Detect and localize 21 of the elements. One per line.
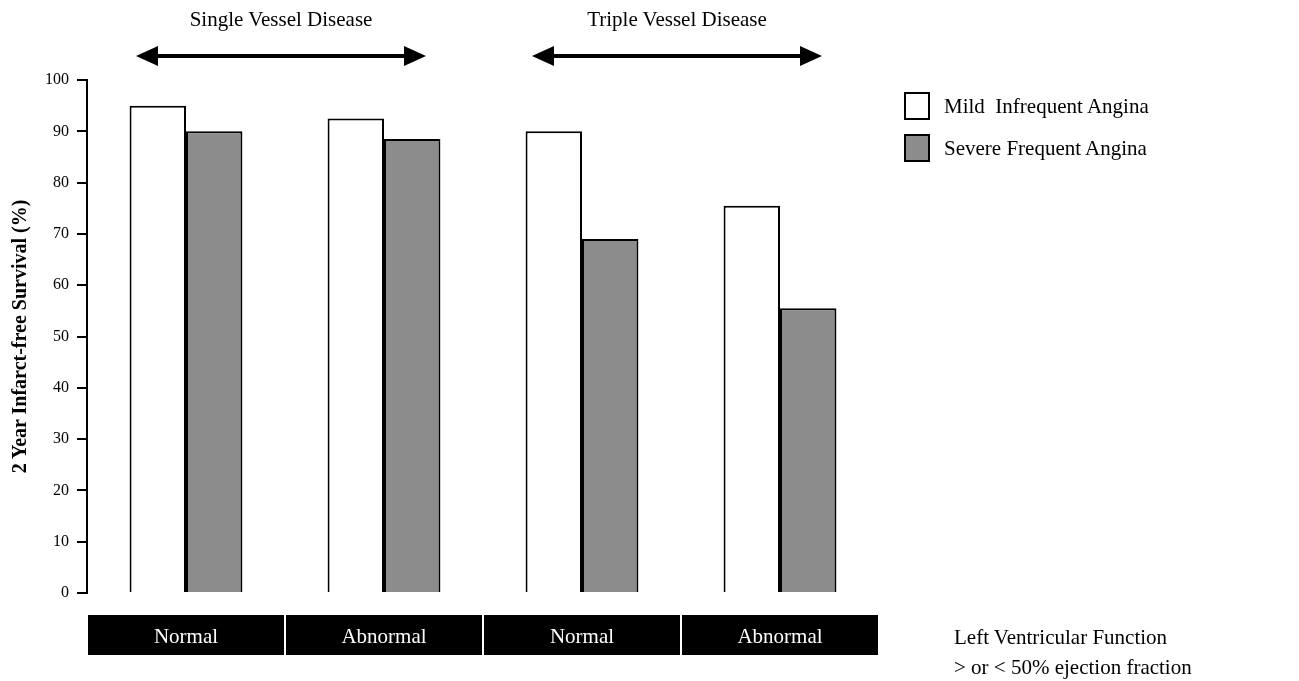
y-tick-label: 40 (53, 378, 69, 395)
text: Single Vessel Disease (189, 6, 373, 31)
y-axis-title: 2 Year Infarct-free Survival (%) (8, 199, 32, 474)
y-tick-label: 70 (53, 224, 69, 242)
text: Mild Infrequent Angina (944, 93, 1149, 119)
x-tick-label: Normal (549, 623, 615, 648)
x-tick-label: Abnormal (341, 623, 427, 648)
y-tick-label: 30 (53, 429, 69, 447)
legend-label: Severe Frequent Angina (944, 135, 1147, 161)
y-tick-label: 50 (53, 326, 69, 344)
text: Triple Vessel Disease (587, 6, 767, 31)
y-tick-label: 100 (45, 70, 69, 88)
x-axis-title: Left Ventricular Function > or < 50% ejection fraction (954, 624, 1193, 679)
x-tick-label: Normal (153, 623, 219, 648)
x-tick-label: Abnormal (737, 623, 823, 648)
y-tick-label: 80 (53, 172, 69, 190)
y-tick-label: 20 (53, 480, 69, 498)
y-tick-label: 90 (53, 121, 69, 139)
y-tick-label: 10 (53, 531, 69, 549)
y-tick-label: 0 (61, 583, 69, 601)
y-tick-label: 60 (53, 275, 69, 293)
